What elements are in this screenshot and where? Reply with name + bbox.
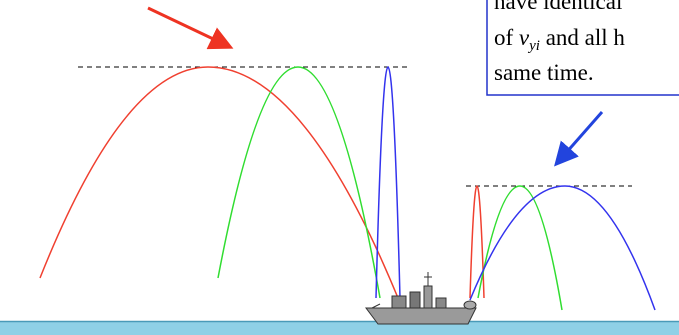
trajectory — [218, 67, 380, 298]
note-sub: yi — [527, 38, 540, 54]
trajectory — [40, 67, 398, 298]
red-arrow — [148, 8, 228, 46]
note-line: of vyi and all h — [494, 25, 625, 54]
blue-arrow — [558, 112, 602, 162]
trajectory — [376, 67, 400, 298]
trajectories — [40, 67, 655, 310]
note-text: of — [494, 25, 519, 50]
water — [0, 321, 679, 335]
note-line: same time. — [494, 60, 594, 85]
ship — [366, 272, 476, 324]
diagram: have identical of vyi and all h same tim… — [0, 0, 679, 335]
note-text: and all h — [540, 25, 625, 50]
trajectory — [478, 186, 562, 310]
note-line: have identical — [494, 0, 622, 14]
trajectory — [470, 186, 655, 310]
